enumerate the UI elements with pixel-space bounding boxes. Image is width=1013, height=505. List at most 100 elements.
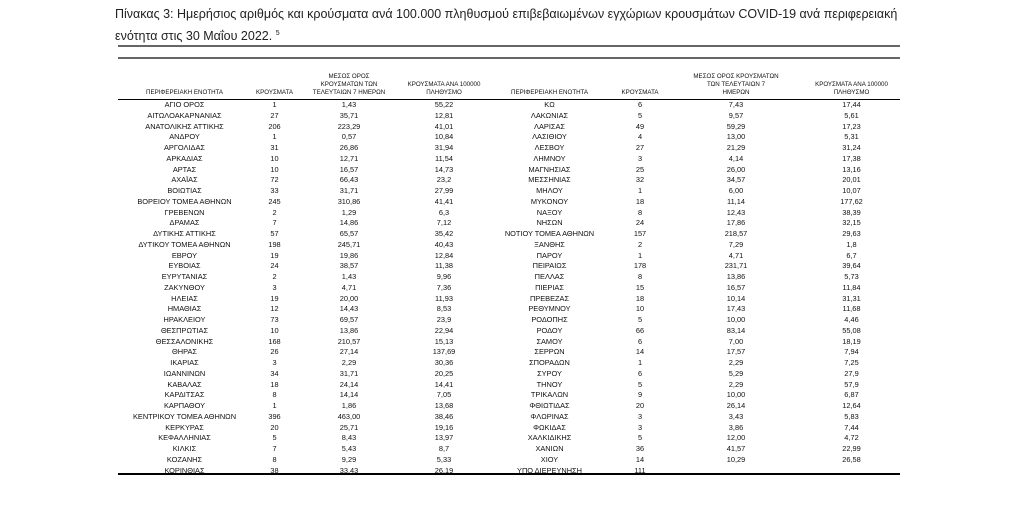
cell-right-avg7: 17,86 xyxy=(726,218,746,228)
cell-right-region: ΧΙΟΥ xyxy=(540,454,559,464)
cell-left-per100k: 9,96 xyxy=(436,272,452,281)
cell-left-avg7: 463,00 xyxy=(337,411,361,421)
cell-left-cases: 245 xyxy=(268,196,281,206)
cell-left-cases: 1 xyxy=(272,132,277,142)
cell-left-cases: 24 xyxy=(270,261,279,271)
cell-left-per100k: 11,93 xyxy=(435,293,453,303)
cell-right-cases: 6 xyxy=(637,336,643,346)
cell-right-avg7: 13,86 xyxy=(726,272,746,281)
cell-right-cases: 14 xyxy=(635,454,645,464)
cell-left-cases: 12 xyxy=(270,304,279,314)
cell-right-avg7: 11,14 xyxy=(727,196,745,206)
cell-right-per100k: 6,7 xyxy=(846,250,857,260)
cell-right-per100k: 26,58 xyxy=(842,454,861,464)
regional-cases-table: ΠΕΡΙΦΕΡΕΙΑΚΗ ΕΝΟΤΗΤΑ ΚΡΟΥΣΜΑΤΑ ΜΕΣΟΣ ΟΡΟ… xyxy=(118,64,900,476)
cell-left-region: ΘΕΣΠΡΩΤΙΑΣ xyxy=(160,325,209,335)
cell-right-per100k: 11,68 xyxy=(842,304,861,314)
cell-left-per100k: 5,33 xyxy=(436,454,452,464)
cell-right-per100k: 27,9 xyxy=(844,368,859,378)
cell-left-avg7: 4,71 xyxy=(341,282,357,292)
cell-left-avg7: 65,57 xyxy=(339,229,359,238)
cell-left-avg7: 69,57 xyxy=(339,315,359,324)
cell-right-cases: 25 xyxy=(635,164,645,174)
cell-right-avg7: 231,71 xyxy=(724,261,748,271)
cell-left-cases: 20 xyxy=(270,422,279,432)
cell-left-per100k: 7,36 xyxy=(436,282,452,292)
cell-right-region: ΛΕΣΒΟΥ xyxy=(534,143,565,152)
cell-right-per100k: 7,25 xyxy=(844,358,859,367)
cell-left-per100k: 12,84 xyxy=(434,250,454,260)
cell-left-region: ΑΝΑΤΟΛΙΚΗΣ ΑΤΤΙΚΗΣ xyxy=(145,121,224,131)
cell-right-region: ΞΑΝΘΗΣ xyxy=(534,239,565,249)
cell-left-cases: 57 xyxy=(270,229,279,238)
cell-left-region: ΚΟΖΑΝΗΣ xyxy=(166,454,203,464)
cell-left-per100k: 38,46 xyxy=(434,411,454,421)
cell-left-region: ΚΑΡΔΙΤΣΑΣ xyxy=(164,390,205,400)
cell-left-per100k: 40,43 xyxy=(434,239,454,249)
cell-right-avg7: 7,43 xyxy=(728,100,744,109)
cell-right-cases: 49 xyxy=(635,121,645,131)
cell-left-cases: 26 xyxy=(270,347,279,357)
cell-right-per100k: 31,24 xyxy=(842,143,861,152)
cell-right-per100k: 7,94 xyxy=(844,347,859,357)
cell-right-region: ΡΕΘΥΜΝΟΥ xyxy=(528,304,571,314)
cell-right-cases: 66 xyxy=(635,325,645,335)
cell-right-per100k: 11,84 xyxy=(842,282,861,292)
table-row: ΕΥΡΥΤΑΝΙΑΣ 2 1,43 9,96 ΠΕΛΛΑΣ 8 13,86 5,73 xyxy=(118,272,900,283)
cell-right-region: ΠΕΙΡΑΙΩΣ xyxy=(532,261,567,271)
header-per100k: ΚΡΟΥΣΜΑΤΑ ΑΝΑ 100000 ΠΛΗΘΥΣΜΟ xyxy=(815,81,888,96)
header-avg7: ΜΕΣΟΣ ΟΡΟΣ ΚΡΟΥΣΜΑΤΩΝ ΤΩΝ ΤΕΛΕΥΤΑΙΩΝ 7 Η… xyxy=(312,73,386,96)
table-row: ΑΓΙΟ ΟΡΟΣ 1 1,43 55,22 ΚΩ 6 7,43 17,44 xyxy=(118,100,900,111)
cell-right-avg7: 12,43 xyxy=(726,207,746,217)
cell-right-cases: 8 xyxy=(637,272,643,281)
cell-left-avg7: 2,29 xyxy=(341,358,357,367)
cell-left-region: ΔΡΑΜΑΣ xyxy=(169,218,200,228)
divider-second xyxy=(118,57,900,59)
cell-left-cases: 10 xyxy=(270,325,279,335)
cell-left-avg7: 33,43 xyxy=(339,465,359,475)
cell-left-avg7: 31,71 xyxy=(339,368,359,378)
cell-right-region: ΠΑΡΟΥ xyxy=(536,250,563,260)
table-row: ΔΥΤΙΚΗΣ ΑΤΤΙΚΗΣ 57 65,57 35,42 ΝΟΤΙΟΥ ΤΟΜΕΑ … xyxy=(118,229,900,240)
cell-left-per100k: 15,13 xyxy=(434,336,454,346)
cell-left-cases: 10 xyxy=(270,153,279,163)
cell-right-cases: 32 xyxy=(635,175,645,185)
cell-left-per100k: 26,19 xyxy=(434,465,454,475)
cell-left-per100k: 13,97 xyxy=(434,433,454,443)
cell-left-per100k: 27,99 xyxy=(434,186,454,195)
cell-right-avg7: 17,57 xyxy=(726,347,746,357)
cell-right-cases: 36 xyxy=(635,444,645,453)
cell-right-per100k: 177,62 xyxy=(840,196,863,206)
cell-right-avg7: 4,71 xyxy=(728,250,744,260)
cell-right-avg7: 10,00 xyxy=(726,315,746,324)
cell-left-region: ΗΛΕΙΑΣ xyxy=(171,293,198,303)
cell-left-cases: 31 xyxy=(270,143,279,152)
cell-right-avg7: 59,29 xyxy=(726,121,746,131)
cell-right-avg7: 7,00 xyxy=(728,336,744,346)
cell-left-cases: 3 xyxy=(272,282,277,292)
cell-left-per100k: 13,68 xyxy=(434,401,454,410)
cell-right-cases: 24 xyxy=(635,218,645,228)
cell-right-per100k: 29,63 xyxy=(842,229,861,238)
cell-left-cases: 1 xyxy=(272,401,277,410)
cell-left-avg7: 25,71 xyxy=(339,422,359,432)
cell-right-avg7: 7,29 xyxy=(728,239,744,249)
cell-left-per100k: 30,36 xyxy=(434,358,454,367)
cell-left-per100k: 7,12 xyxy=(436,218,452,228)
cell-left-avg7: 1,29 xyxy=(341,207,357,217)
cell-right-avg7: 2,29 xyxy=(728,358,744,367)
header-cases: ΚΡΟΥΣΜΑΤΑ xyxy=(255,89,294,96)
cell-left-region: ΚΕΦΑΛΛΗΝΙΑΣ xyxy=(158,433,211,443)
cell-right-cases: 5 xyxy=(637,315,643,324)
cell-left-avg7: 24,14 xyxy=(339,379,359,389)
cell-right-region: ΣΕΡΡΩΝ xyxy=(534,347,565,357)
cell-left-region: ΘΕΣΣΑΛΟΝΙΚΗΣ xyxy=(155,336,214,346)
cell-right-avg7: 9,57 xyxy=(728,110,744,120)
cell-left-avg7: 1,86 xyxy=(341,401,357,410)
cell-left-cases: 72 xyxy=(270,175,279,185)
caption-text: Πίνακας 3: Ημερήσιος αριθμός και κρούσμα… xyxy=(115,7,898,44)
cell-left-cases: 7 xyxy=(272,444,277,453)
cell-left-per100k: 12,81 xyxy=(434,110,454,120)
cell-right-cases: 2 xyxy=(637,239,643,249)
table-body: ΑΓΙΟ ΟΡΟΣ 1 1,43 55,22 ΚΩ 6 7,43 17,44 ΑΙΤΩΛΟΑΚΑ… xyxy=(118,100,900,476)
